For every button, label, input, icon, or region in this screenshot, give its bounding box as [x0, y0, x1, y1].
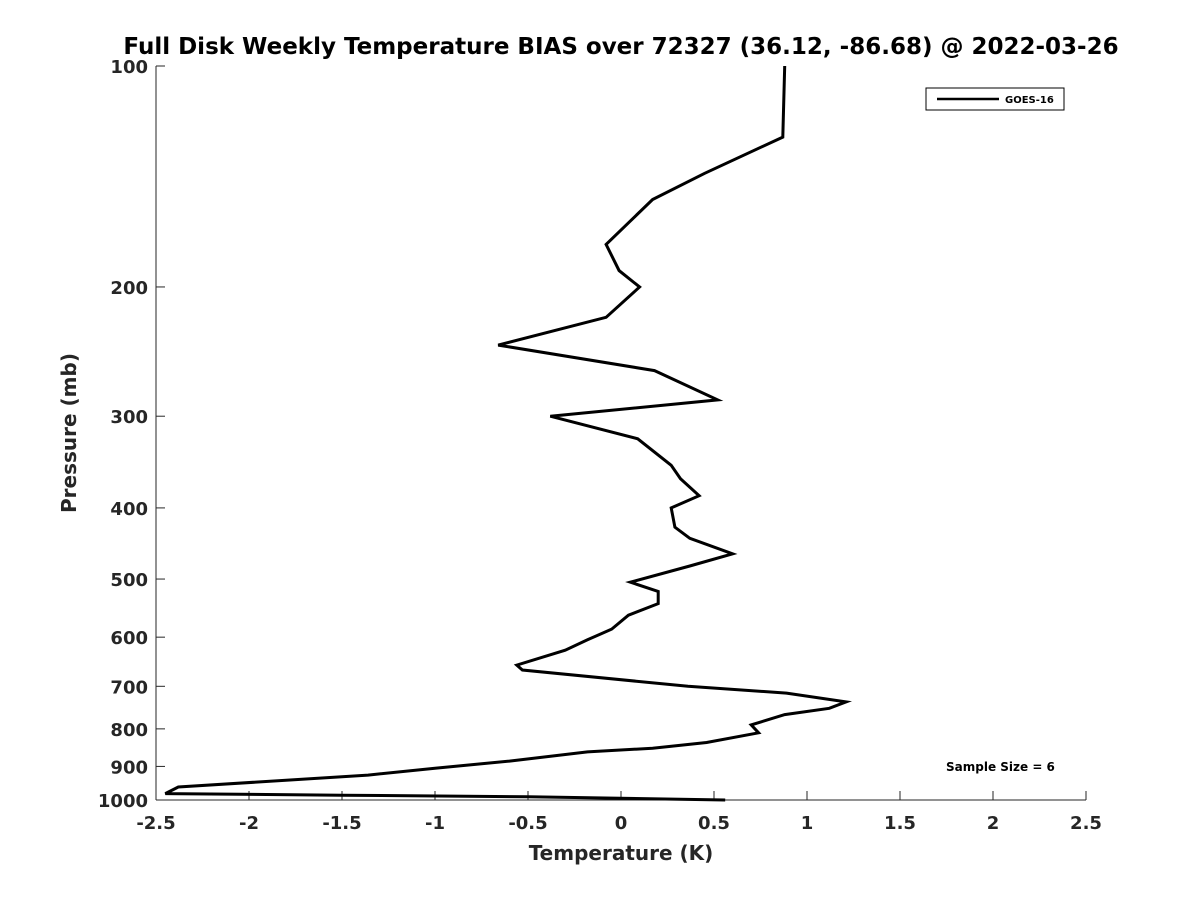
- x-tick-label: 0.5: [698, 813, 730, 834]
- legend: GOES-16: [925, 87, 1065, 111]
- y-tick-label: 600: [110, 628, 148, 649]
- y-tick-label: 1000: [98, 791, 148, 812]
- y-tick-label: 800: [110, 720, 148, 741]
- x-tick-label: -0.5: [508, 813, 547, 834]
- y-tick-label: 700: [110, 677, 148, 698]
- y-tick-label: 200: [110, 278, 148, 299]
- x-axis: -2.5 -2 -1.5 -1 -0.5 0 0.5 1 1.5 2 2.5: [136, 791, 1102, 834]
- x-axis-label: Temperature (K): [529, 841, 714, 865]
- legend-label-goes-16: GOES-16: [1005, 95, 1054, 106]
- y-axis-label: Pressure (mb): [57, 353, 81, 513]
- x-tick-label: 1: [801, 813, 814, 834]
- x-tick-label: -2: [239, 813, 259, 834]
- sample-size-annotation: Sample Size = 6: [946, 760, 1055, 774]
- x-tick-label: -1: [425, 813, 445, 834]
- y-tick-label: 400: [110, 499, 148, 520]
- x-tick-label: -2.5: [136, 813, 175, 834]
- chart-title: Full Disk Weekly Temperature BIAS over 7…: [123, 34, 1118, 60]
- y-tick-label: 300: [110, 407, 148, 428]
- series-line-goes-16: [164, 65, 853, 802]
- y-tick-label: 900: [110, 757, 148, 778]
- x-tick-label: -1.5: [322, 813, 361, 834]
- y-tick-label: 100: [110, 57, 148, 78]
- y-tick-label: 500: [110, 570, 148, 591]
- series-layer: [164, 65, 853, 802]
- x-tick-label: 0: [615, 813, 628, 834]
- y-axis: 100 200 300 400 500 600 700 800 900 1000: [98, 57, 165, 812]
- x-tick-label: 2: [987, 813, 1000, 834]
- x-tick-label: 2.5: [1070, 813, 1102, 834]
- x-tick-label: 1.5: [884, 813, 916, 834]
